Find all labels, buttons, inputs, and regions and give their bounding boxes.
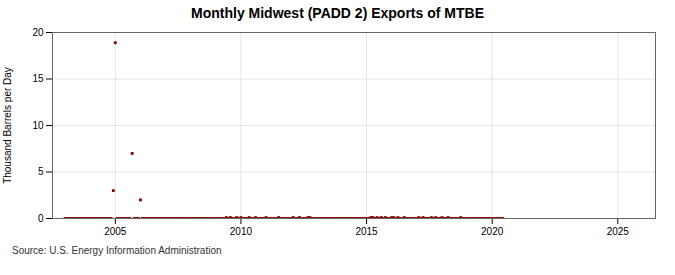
svg-text:2015: 2015 [355, 226, 378, 237]
svg-text:15: 15 [32, 73, 44, 84]
svg-text:2005: 2005 [104, 226, 127, 237]
html-text:Source: U.S. Energy Informatio: Source: U.S. Energy Information Administ… [12, 245, 222, 256]
svg-text:0: 0 [38, 213, 44, 224]
svg-text:10: 10 [32, 120, 44, 131]
svg-text:Thousand Barrels per Day: Thousand Barrels per Day [2, 67, 13, 184]
svg-text:5: 5 [38, 166, 44, 177]
svg-text:2010: 2010 [230, 226, 253, 237]
html-text:Monthly Midwest (PADD 2) Expor: Monthly Midwest (PADD 2) Exports of MTBE [191, 5, 484, 21]
svg-text:20: 20 [32, 27, 44, 38]
svg-text:2025: 2025 [607, 226, 630, 237]
svg-text:2020: 2020 [481, 226, 504, 237]
